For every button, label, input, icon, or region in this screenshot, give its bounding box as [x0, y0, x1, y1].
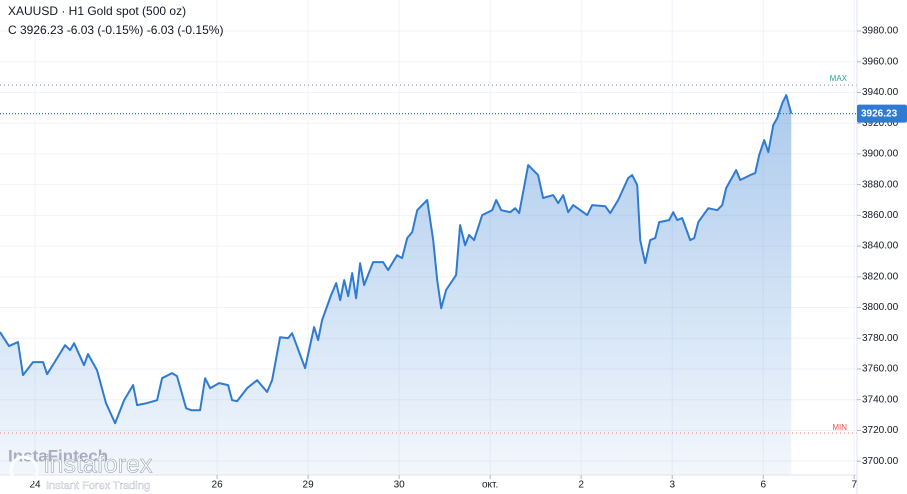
x-tick-label: 6	[760, 480, 766, 491]
last-price-label: 3926.23	[861, 108, 898, 119]
x-tick-label: 7	[851, 480, 857, 491]
y-tick-label: 3740.00	[862, 394, 899, 405]
y-tick-label: 3760.00	[862, 364, 899, 375]
x-tick-label: 2	[578, 480, 584, 491]
max-line-label: MAX	[830, 74, 848, 83]
x-tick-label: 3	[669, 480, 675, 491]
y-tick-label: 3700.00	[862, 456, 899, 467]
y-tick-label: 3920.00	[862, 118, 899, 129]
chart-title: XAUUSD · H1 Gold spot (500 oz)	[8, 4, 186, 18]
watermark-slogan: Instant Forex Trading	[46, 480, 150, 492]
y-tick-label: 3880.00	[862, 179, 899, 190]
x-tick-label: 26	[212, 480, 224, 491]
x-tick-label: 24	[29, 480, 41, 491]
x-tick-label: 30	[394, 480, 406, 491]
logo-icon	[9, 455, 39, 485]
chart-subtitle: C 3926.23 -6.03 (-0.15%) -6.03 (-0.15%)	[8, 23, 223, 37]
y-tick-label: 3900.00	[862, 149, 899, 160]
y-tick-label: 3780.00	[862, 333, 899, 344]
last-price-tag	[857, 104, 907, 123]
x-tick-label: 29	[303, 480, 315, 491]
y-tick-label: 3720.00	[862, 425, 899, 436]
y-tick-label: 3800.00	[862, 302, 899, 313]
price-line	[0, 94, 793, 425]
area-fill	[0, 95, 792, 475]
watermark-brand: instaforex	[44, 451, 153, 479]
y-tick-label: 3940.00	[862, 87, 899, 98]
min-line-label: MIN	[832, 423, 847, 432]
y-tick-label: 3960.00	[862, 56, 899, 67]
y-tick-label: 3840.00	[862, 241, 899, 252]
y-tick-label: 3860.00	[862, 210, 899, 221]
y-tick-label: 3820.00	[862, 271, 899, 282]
x-tick-label: окт.	[482, 480, 498, 491]
y-tick-label: 3980.00	[862, 26, 899, 37]
watermark: InstaFintech instaforex Instant Forex Tr…	[8, 446, 153, 492]
